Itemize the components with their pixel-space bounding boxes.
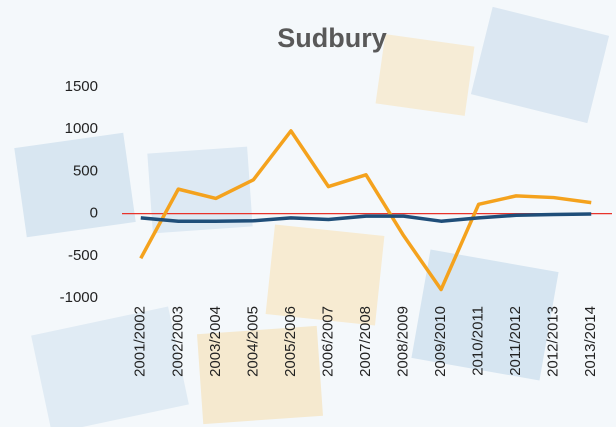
x-tick-label: 2005/2006 bbox=[282, 306, 299, 377]
x-tick-label: 2003/2004 bbox=[207, 306, 224, 377]
chart: Sudbury -1000 -500 0 500 1000 1500 2001/2002 20… bbox=[0, 0, 616, 427]
x-tick-label: 2010/2011 bbox=[470, 306, 487, 376]
x-tick-label: 2009/2010 bbox=[432, 306, 449, 377]
x-tick-label: 2002/2003 bbox=[169, 306, 186, 377]
y-tick-label: 0 bbox=[90, 205, 98, 222]
x-tick-label: 2011/2012 bbox=[507, 306, 524, 376]
chart-title: Sudbury bbox=[277, 23, 387, 53]
x-tick-label: 2012/2013 bbox=[545, 306, 562, 377]
y-tick-label: 1000 bbox=[65, 120, 98, 137]
x-tick-label: 2008/2009 bbox=[395, 306, 412, 377]
y-tick-label: 1500 bbox=[65, 78, 98, 95]
x-tick-label: 2007/2008 bbox=[357, 306, 374, 377]
y-tick-label: -500 bbox=[68, 247, 98, 264]
x-tick-label: 2006/2007 bbox=[319, 306, 336, 377]
x-tick-label: 2013/2014 bbox=[582, 306, 599, 377]
y-tick-label: 500 bbox=[73, 162, 98, 179]
x-tick-label: 2001/2002 bbox=[132, 306, 149, 377]
y-tick-label: -1000 bbox=[60, 289, 98, 306]
x-tick-label: 2004/2005 bbox=[244, 306, 261, 377]
